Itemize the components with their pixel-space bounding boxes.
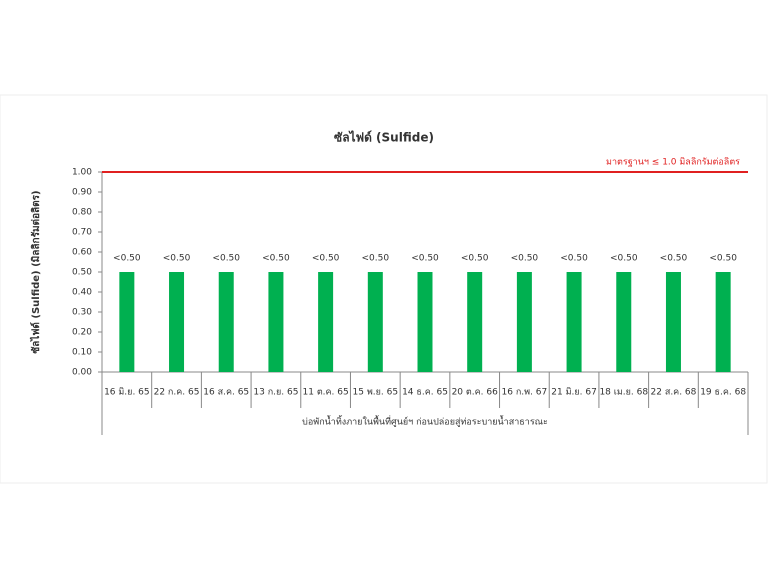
y-tick-label: 0.00 <box>72 368 92 378</box>
value-label: <0.50 <box>709 254 737 264</box>
y-tick-label: 0.30 <box>72 308 92 318</box>
bar <box>616 272 632 372</box>
y-tick-label: 0.40 <box>72 288 92 298</box>
x-tick-label: 20 ต.ค. 66 <box>452 388 498 398</box>
x-group-label: บ่อพักน้ำทิ้งภายในพื้นที่ศูนย์ฯ ก่อนปล่อ… <box>302 415 548 428</box>
y-tick-label: 0.80 <box>72 208 92 218</box>
y-tick-label: 0.90 <box>72 188 92 198</box>
x-tick-label: 16 มิ.ย. 65 <box>104 387 150 398</box>
reference-label: มาตรฐานฯ ≤ 1.0 มิลลิกรัมต่อลิตร <box>606 157 740 168</box>
bar <box>566 272 582 372</box>
value-label: <0.50 <box>212 254 240 264</box>
bar <box>268 272 284 372</box>
bar <box>715 272 731 372</box>
x-tick-label: 15 พ.ย. 65 <box>353 388 399 398</box>
x-tick-label: 18 เม.ย. 68 <box>599 388 648 398</box>
bar <box>367 272 383 372</box>
y-tick-label: 0.20 <box>72 328 92 338</box>
bar <box>665 272 681 372</box>
bar <box>119 272 135 372</box>
x-tick-label: 11 ต.ค. 65 <box>303 388 349 398</box>
value-label: <0.50 <box>461 254 489 264</box>
value-label: <0.50 <box>163 254 191 264</box>
x-tick-label: 16 ก.พ. 67 <box>502 388 548 398</box>
x-tick-label: 21 มิ.ย. 67 <box>551 387 597 398</box>
bar <box>169 272 185 372</box>
value-label: <0.50 <box>262 254 290 264</box>
chart-title: ซัลไฟด์ (Sulfide) <box>334 130 434 145</box>
y-tick-label: 0.50 <box>72 268 92 278</box>
x-tick-label: 14 ธ.ค. 65 <box>402 388 448 398</box>
bar <box>417 272 433 372</box>
bar <box>218 272 234 372</box>
y-tick-label: 0.10 <box>72 348 92 358</box>
y-tick-label: 0.70 <box>72 228 92 238</box>
y-axis-label: ซัลไฟด์ (Sulfide) (มิลลิกรัมต่อลิตร) <box>29 190 42 353</box>
x-tick-label: 13 ก.ย. 65 <box>253 388 298 398</box>
x-tick-label: 16 ส.ค. 65 <box>203 388 249 398</box>
x-tick-label: 19 ธ.ค. 68 <box>700 388 746 398</box>
y-tick-label: 0.60 <box>72 248 92 258</box>
bar <box>516 272 532 372</box>
bar <box>318 272 334 372</box>
value-label: <0.50 <box>660 254 688 264</box>
value-label: <0.50 <box>610 254 638 264</box>
value-label: <0.50 <box>362 254 390 264</box>
bar <box>467 272 483 372</box>
x-tick-label: 22 ก.ค. 65 <box>154 388 200 398</box>
value-label: <0.50 <box>113 254 141 264</box>
x-tick-label: 22 ส.ค. 68 <box>651 388 697 398</box>
value-label: <0.50 <box>312 254 340 264</box>
y-tick-label: 1.00 <box>72 168 92 178</box>
value-label: <0.50 <box>560 254 588 264</box>
value-label: <0.50 <box>411 254 439 264</box>
value-label: <0.50 <box>511 254 539 264</box>
